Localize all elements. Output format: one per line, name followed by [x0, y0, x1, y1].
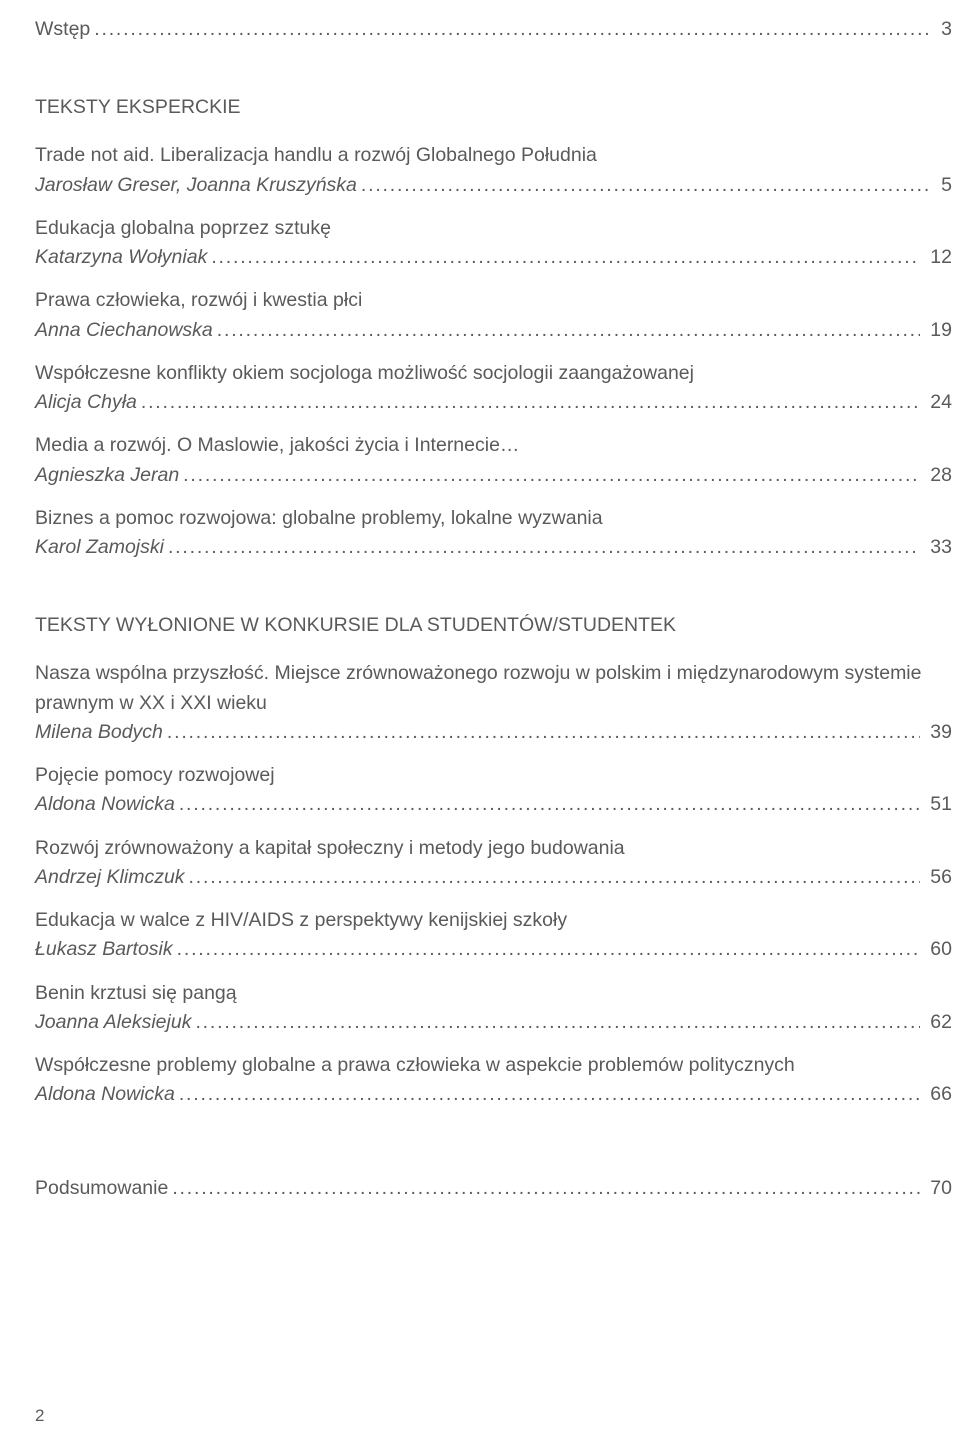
- entry-author: Joanna Aleksiejuk: [35, 1008, 191, 1037]
- leader-dots: [90, 15, 931, 44]
- toc-entry: Pojęcie pomocy rozwojowej Aldona Nowicka…: [35, 761, 952, 820]
- entry-author-line: Agnieszka Jeran 28: [35, 461, 952, 490]
- leader-dots: [163, 718, 920, 747]
- entry-title: Biznes a pomoc rozwojowa: globalne probl…: [35, 504, 952, 533]
- spacer: [35, 1124, 952, 1174]
- entry-page: 60: [920, 935, 952, 964]
- entry-author: Milena Bodych: [35, 718, 163, 747]
- entry-author-line: Alicja Chyła 24: [35, 388, 952, 417]
- entry-title: Prawa człowieka, rozwój i kwestia płci: [35, 286, 952, 315]
- entry-title: Pojęcie pomocy rozwojowej: [35, 761, 952, 790]
- section-heading-2: TEKSTY WYŁONIONE W KONKURSIE DLA STUDENT…: [35, 614, 952, 637]
- entry-page: 28: [920, 461, 952, 490]
- entry-title: Współczesne konflikty okiem socjologa mo…: [35, 359, 952, 388]
- table-of-contents: Wstęp 3 TEKSTY EKSPERCKIE Trade not aid.…: [35, 15, 952, 1203]
- entry-page: 33: [920, 533, 952, 562]
- entry-page: 5: [931, 171, 952, 200]
- entry-author-line: Andrzej Klimczuk 56: [35, 863, 952, 892]
- intro-line: Wstęp 3: [35, 15, 952, 44]
- toc-entry: Edukacja globalna poprzez sztukę Katarzy…: [35, 214, 952, 273]
- leader-dots: [191, 1008, 920, 1037]
- entry-author-line: Łukasz Bartosik 60: [35, 935, 952, 964]
- leader-dots: [179, 461, 920, 490]
- leader-dots: [173, 935, 921, 964]
- entry-title: Rozwój zrównoważony a kapitał społeczny …: [35, 834, 952, 863]
- entry-page: 24: [920, 388, 952, 417]
- toc-entry: Współczesne konflikty okiem socjologa mo…: [35, 359, 952, 418]
- entry-title: Edukacja globalna poprzez sztukę: [35, 214, 952, 243]
- toc-intro-entry: Wstęp 3: [35, 15, 952, 44]
- entry-page: 66: [920, 1080, 952, 1109]
- entry-page: 12: [920, 243, 952, 272]
- toc-summary-entry: Podsumowanie 70: [35, 1174, 952, 1203]
- entry-author: Alicja Chyła: [35, 388, 137, 417]
- entry-page: 39: [920, 718, 952, 747]
- leader-dots: [185, 863, 921, 892]
- entry-author-line: Katarzyna Wołyniak 12: [35, 243, 952, 272]
- entry-author-line: Joanna Aleksiejuk 62: [35, 1008, 952, 1037]
- leader-dots: [213, 316, 921, 345]
- toc-entry: Benin krztusi się pangą Joanna Aleksieju…: [35, 979, 952, 1038]
- toc-entry: Biznes a pomoc rozwojowa: globalne probl…: [35, 504, 952, 563]
- intro-title: Wstęp: [35, 15, 90, 44]
- leader-dots: [207, 243, 920, 272]
- entry-author: Anna Ciechanowska: [35, 316, 213, 345]
- entry-author: Jarosław Greser, Joanna Kruszyńska: [35, 171, 357, 200]
- intro-page: 3: [931, 15, 952, 44]
- entry-title: Współczesne problemy globalne a prawa cz…: [35, 1051, 952, 1080]
- page-number: 2: [35, 1406, 44, 1426]
- entry-author: Andrzej Klimczuk: [35, 863, 185, 892]
- entry-author: Agnieszka Jeran: [35, 461, 179, 490]
- toc-entry: Edukacja w walce z HIV/AIDS z perspektyw…: [35, 906, 952, 965]
- summary-title: Podsumowanie: [35, 1174, 168, 1203]
- leader-dots: [175, 790, 920, 819]
- entry-title: Trade not aid. Liberalizacja handlu a ro…: [35, 141, 952, 170]
- section-heading-1: TEKSTY EKSPERCKIE: [35, 96, 952, 119]
- entry-author-line: Aldona Nowicka 66: [35, 1080, 952, 1109]
- entry-page: 62: [920, 1008, 952, 1037]
- entry-author-line: Milena Bodych 39: [35, 718, 952, 747]
- toc-entry: Trade not aid. Liberalizacja handlu a ro…: [35, 141, 952, 200]
- summary-line: Podsumowanie 70: [35, 1174, 952, 1203]
- entry-title: Nasza wspólna przyszłość. Miejsce zrówno…: [35, 659, 952, 718]
- leader-dots: [137, 388, 920, 417]
- toc-entry: Prawa człowieka, rozwój i kwestia płci A…: [35, 286, 952, 345]
- summary-page: 70: [920, 1174, 952, 1203]
- entry-author: Łukasz Bartosik: [35, 935, 173, 964]
- entry-page: 56: [920, 863, 952, 892]
- toc-entry: Media a rozwój. O Maslowie, jakości życi…: [35, 431, 952, 490]
- entry-title: Edukacja w walce z HIV/AIDS z perspektyw…: [35, 906, 952, 935]
- entry-title: Benin krztusi się pangą: [35, 979, 952, 1008]
- entry-author: Katarzyna Wołyniak: [35, 243, 207, 272]
- entry-author-line: Anna Ciechanowska 19: [35, 316, 952, 345]
- leader-dots: [168, 1174, 920, 1203]
- toc-entry: Współczesne problemy globalne a prawa cz…: [35, 1051, 952, 1110]
- leader-dots: [175, 1080, 920, 1109]
- entry-author-line: Aldona Nowicka 51: [35, 790, 952, 819]
- toc-entry: Nasza wspólna przyszłość. Miejsce zrówno…: [35, 659, 952, 747]
- leader-dots: [357, 171, 931, 200]
- leader-dots: [164, 533, 920, 562]
- entry-author: Aldona Nowicka: [35, 790, 175, 819]
- entry-author-line: Jarosław Greser, Joanna Kruszyńska 5: [35, 171, 952, 200]
- toc-entry: Rozwój zrównoważony a kapitał społeczny …: [35, 834, 952, 893]
- entry-page: 19: [920, 316, 952, 345]
- entry-title: Media a rozwój. O Maslowie, jakości życi…: [35, 431, 952, 460]
- entry-author: Karol Zamojski: [35, 533, 164, 562]
- entry-author-line: Karol Zamojski 33: [35, 533, 952, 562]
- entry-author: Aldona Nowicka: [35, 1080, 175, 1109]
- entry-page: 51: [920, 790, 952, 819]
